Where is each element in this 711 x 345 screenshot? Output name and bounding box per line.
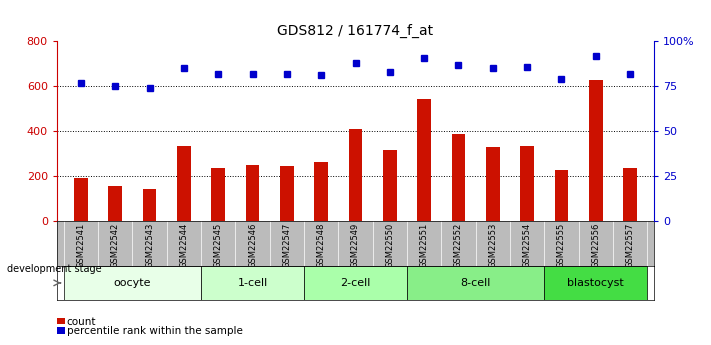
- Text: count: count: [67, 317, 96, 326]
- Text: GSM22547: GSM22547: [282, 223, 292, 268]
- Bar: [246, 165, 260, 221]
- Text: 2-cell: 2-cell: [341, 278, 370, 288]
- Bar: [520, 146, 534, 221]
- Bar: [555, 170, 568, 221]
- Text: GSM22557: GSM22557: [626, 223, 635, 268]
- Bar: [143, 189, 156, 221]
- Bar: [545, 266, 647, 300]
- Text: GSM22549: GSM22549: [351, 223, 360, 268]
- Bar: [280, 166, 294, 221]
- Bar: [177, 146, 191, 221]
- Bar: [314, 162, 328, 221]
- Bar: [74, 178, 87, 221]
- Text: GSM22555: GSM22555: [557, 223, 566, 268]
- Text: development stage: development stage: [7, 264, 102, 274]
- Bar: [383, 150, 397, 221]
- Text: GSM22548: GSM22548: [316, 223, 326, 268]
- Text: oocyte: oocyte: [114, 278, 151, 288]
- Text: GSM22552: GSM22552: [454, 223, 463, 268]
- Bar: [407, 266, 545, 300]
- Bar: [589, 79, 603, 221]
- Text: GSM22542: GSM22542: [111, 223, 119, 268]
- Bar: [64, 266, 201, 300]
- Bar: [486, 147, 500, 221]
- Text: GSM22550: GSM22550: [385, 223, 395, 268]
- Text: GSM22545: GSM22545: [214, 223, 223, 268]
- Bar: [451, 135, 465, 221]
- Text: GSM22541: GSM22541: [76, 223, 85, 268]
- Text: 1-cell: 1-cell: [237, 278, 267, 288]
- Text: GSM22551: GSM22551: [419, 223, 429, 268]
- Bar: [108, 186, 122, 221]
- Text: 8-cell: 8-cell: [461, 278, 491, 288]
- Text: GSM22553: GSM22553: [488, 223, 497, 268]
- Text: GSM22544: GSM22544: [179, 223, 188, 268]
- Text: GSM22543: GSM22543: [145, 223, 154, 268]
- Text: percentile rank within the sample: percentile rank within the sample: [67, 326, 242, 335]
- Title: GDS812 / 161774_f_at: GDS812 / 161774_f_at: [277, 23, 434, 38]
- Bar: [304, 266, 407, 300]
- Bar: [211, 168, 225, 221]
- Text: GSM22546: GSM22546: [248, 223, 257, 268]
- Bar: [624, 168, 637, 221]
- Bar: [201, 266, 304, 300]
- Bar: [417, 99, 431, 221]
- Text: GSM22556: GSM22556: [592, 223, 600, 268]
- Bar: [348, 129, 363, 221]
- Text: blastocyst: blastocyst: [567, 278, 624, 288]
- Text: GSM22554: GSM22554: [523, 223, 532, 268]
